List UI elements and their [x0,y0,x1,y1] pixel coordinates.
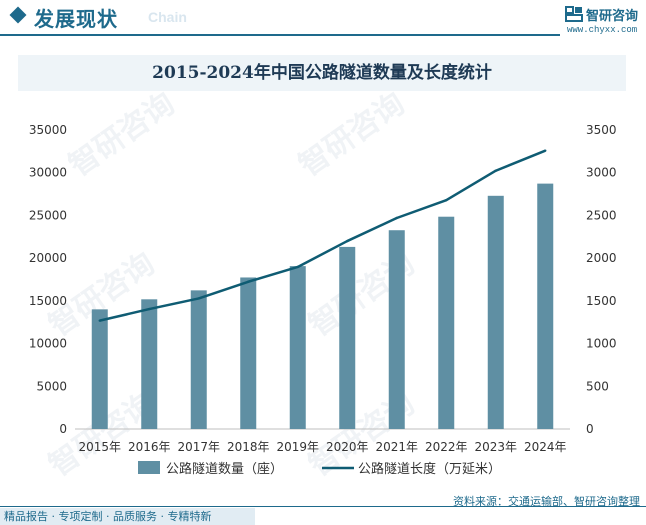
line-point [346,239,349,243]
y-left-tick-label: 35000 [29,123,67,137]
chart: 0 5000 10000 15000 20000 25000 30000 35000 0 500 1… [29,123,617,477]
brand-logo: 智研咨询 www.chyxx.com [565,5,645,37]
y-right-tick-label: 0 [586,422,594,436]
legend-bar-label: 公路隧道数量（座） [166,461,283,477]
line-point [544,149,547,152]
chart-title: 2015-2024年中国公路隧道数量及长度统计 [152,63,492,83]
x-tick-label: 2021年 [375,440,418,454]
x-tick-label: 2024年 [524,440,567,454]
x-tick-label: 2017年 [177,440,220,454]
line-point [445,198,448,202]
line-point [197,297,200,300]
legend-bar-swatch [138,461,160,474]
y-left-tick-label: 20000 [29,251,67,265]
bar [289,266,306,429]
line-point [296,265,299,269]
y-left-tick-label: 0 [59,422,67,436]
y-left-tick-label: 15000 [29,294,67,308]
y-left-tick-label: 10000 [29,337,67,351]
y-right-tick-label: 2000 [586,251,617,265]
x-tick-label: 2015年 [78,440,121,454]
y-right-tick-label: 1500 [586,294,617,308]
line-point [98,319,101,322]
x-tick-label: 2019年 [276,440,319,454]
header: 发展现状 Chain 智研咨询 www.chyxx.com [0,0,646,37]
line-point [395,216,398,220]
y-left-tick-label: 25000 [29,208,67,222]
bar [240,277,257,429]
line-point [148,307,151,311]
x-tick-label: 2018年 [227,440,270,454]
chart-title-band: 2015-2024年中国公路隧道数量及长度统计 [18,55,626,91]
bar [141,299,158,429]
header-divider [0,34,560,36]
y-right-tick-label: 3000 [586,166,617,180]
bar [537,183,554,429]
x-tick-label: 2022年 [425,440,468,454]
bar [487,195,504,429]
bar [339,246,356,429]
y-right-tick-label: 1000 [586,337,617,351]
brand-logo-icon [565,6,583,22]
x-tick-label: 2016年 [128,440,171,454]
y-right-tick-label: 500 [586,379,609,393]
x-tick-label: 2020年 [326,440,369,454]
x-tick-label: 2023年 [474,440,517,454]
tagline: 精品报告 · 专项定制 · 品质服务 · 专精特新 [0,508,255,525]
y-left-tick-label: 30000 [29,166,67,180]
bar [438,216,455,429]
brand-url: www.chyxx.com [567,25,638,35]
source-note: 资料来源：交通运输部、智研咨询整理 [453,495,640,508]
line-point [494,169,497,172]
legend-line-label: 公路隧道长度（万延米） [358,461,501,477]
bar [190,290,207,429]
brand-name: 智研咨询 [586,9,639,24]
section-subtitle: Chain [148,9,187,25]
y-right-tick-label: 3500 [586,123,617,137]
line-series [99,149,546,322]
bar [388,230,405,429]
footer-divider [0,506,646,507]
y-right-tick-label: 2500 [586,208,617,222]
footer: 资料来源：交通运输部、智研咨询整理 精品报告 · 专项定制 · 品质服务 · 专… [0,495,646,525]
bar [91,309,108,429]
line-point [247,280,250,283]
y-left-tick-label: 5000 [36,379,67,393]
section-title: 发展现状 [34,7,118,31]
